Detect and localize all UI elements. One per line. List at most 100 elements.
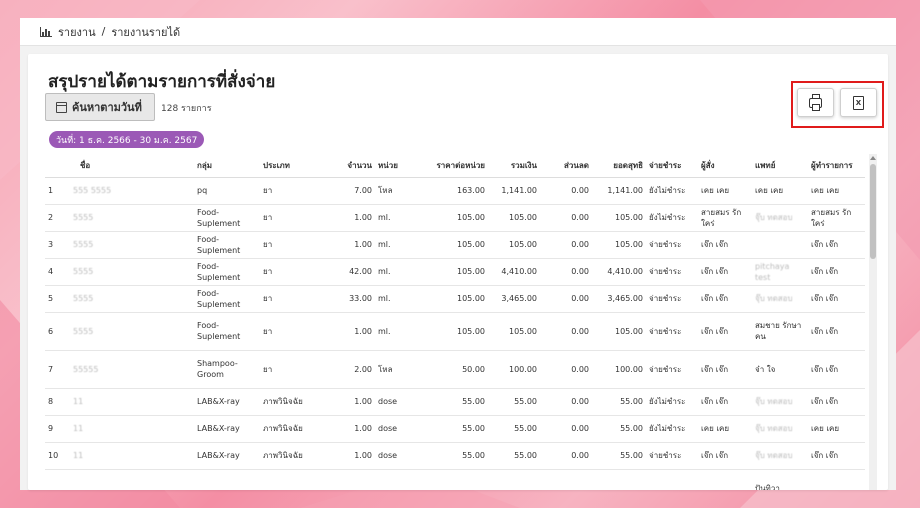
table-scrollbar[interactable] [869, 154, 877, 490]
table-row[interactable]: 4 5555 Food-Suplement ยา 42.00 ml. 105.00 4,410… [45, 258, 865, 286]
scrollbar-thumb[interactable] [870, 164, 876, 259]
cell-qty: 1.00 [330, 204, 375, 232]
cell-no: 3 [45, 231, 61, 259]
header-col-qty[interactable]: จำนวน [330, 154, 375, 178]
cell-total: 55.00 [488, 415, 540, 443]
table-row[interactable]: 7 55555 Shampoo-Groom ยา 2.00 โหล 50.00 100.00 0… [45, 350, 865, 389]
table-row[interactable]: 3 5555 Food-Suplement ยา 1.00 ml. 105.00 105.00… [45, 231, 865, 259]
cell-net: 55.00 [592, 415, 646, 443]
cell-discount: 0.00 [540, 258, 592, 286]
header-col-total[interactable]: รวมเงิน [488, 154, 540, 178]
header-col-group[interactable]: กลุ่ม [194, 154, 260, 178]
breadcrumb: รายงาน / รายงานรายได้ [20, 18, 896, 46]
scroll-up-icon[interactable] [870, 156, 876, 160]
export-excel-button[interactable]: X [840, 88, 877, 117]
header-col-staff[interactable]: ผู้ทำรายการ [808, 154, 865, 178]
cell-staff [808, 469, 865, 490]
print-button[interactable] [797, 88, 834, 117]
cell-type: ภาพวินิจฉัย [260, 415, 330, 443]
table-row[interactable]: 9 11 LAB&X-ray ภาพวินิจฉัย 1.00 dose 55.00 55.0… [45, 415, 865, 443]
cell-net: 105.00 [592, 231, 646, 259]
cell-name [61, 469, 194, 490]
header-col-type[interactable]: ประเภท [260, 154, 330, 178]
cell-name: 11 [61, 388, 194, 416]
cell-unit: ml. [375, 231, 423, 259]
cell-no: 5 [45, 285, 61, 313]
cell-orderer: เจ๊ก เจ๊ก [698, 388, 752, 416]
cell-no [45, 469, 61, 490]
cell-orderer: เคย เคย [698, 415, 752, 443]
breadcrumb-separator: / [101, 25, 106, 38]
cell-staff: เจ๊ก เจ๊ก [808, 388, 865, 416]
cell-payment: ยังไม่ชำระ [646, 388, 698, 416]
cell-unit: โหล [375, 350, 423, 389]
table-row[interactable]: 2 5555 Food-Suplement ยา 1.00 ml. 105.00 105.00… [45, 204, 865, 232]
table-row[interactable]: 8 11 LAB&X-ray ภาพวินิจฉัย 1.00 dose 55.00 55.0… [45, 388, 865, 416]
cell-type: ยา [260, 177, 330, 205]
header-col-payment[interactable]: จ่ายชำระ [646, 154, 698, 178]
export-actions-highlight: X [791, 81, 884, 128]
cell-net [592, 469, 646, 490]
cell-unit: ml. [375, 312, 423, 351]
cell-type: ยา [260, 204, 330, 232]
cell-name: 11 [61, 415, 194, 443]
header-col-net[interactable]: ยอดสุทธิ [592, 154, 646, 178]
header-col-orderer[interactable]: ผู้สั่ง [698, 154, 752, 178]
cell-orderer: สายสมร รักใคร่ [698, 204, 752, 232]
cell-qty [330, 469, 375, 490]
cell-price: 105.00 [423, 231, 488, 259]
cell-payment: ยังไม่ชำระ [646, 415, 698, 443]
cell-orderer: เจ๊ก เจ๊ก [698, 312, 752, 351]
table-row[interactable]: 10 11 LAB&X-ray ภาพวินิจฉัย 1.00 dose 55.00 55.… [45, 442, 865, 470]
header-col-discount[interactable]: ส่วนลด [540, 154, 592, 178]
cell-no: 4 [45, 258, 61, 286]
excel-icon: X [853, 95, 864, 110]
cell-no: 9 [45, 415, 61, 443]
cell-no: 10 [45, 442, 61, 470]
cell-qty: 1.00 [330, 231, 375, 259]
printer-icon [809, 93, 822, 111]
cell-name: 5555 [61, 231, 194, 259]
cell-orderer [698, 469, 752, 490]
cell-no: 7 [45, 350, 61, 389]
cell-payment: ยังไม่ชำระ [646, 177, 698, 205]
cell-doctor [752, 231, 808, 259]
header-col-no[interactable] [45, 154, 61, 178]
header-col-name[interactable]: ชื่อ [61, 154, 194, 178]
cell-staff: เคย เคย [808, 415, 865, 443]
cell-qty: 1.00 [330, 442, 375, 470]
cell-unit: ml. [375, 258, 423, 286]
search-by-date-button[interactable]: ค้นหาตามวันที่ [45, 93, 155, 121]
cell-net: 1,141.00 [592, 177, 646, 205]
cell-total: 100.00 [488, 350, 540, 389]
header-col-doctor[interactable]: แพทย์ [752, 154, 808, 178]
breadcrumb-current: รายงานรายได้ [111, 25, 181, 39]
report-table-container[interactable]: ชื่อ กลุ่ม ประเภท จำนวน หน่วย ราคาต่อหน่วย รวม… [45, 154, 877, 490]
cell-doctor: จุ๊บ ทดสอบ [752, 388, 808, 416]
cell-staff: เจ๊ก เจ๊ก [808, 350, 865, 389]
cell-orderer: เจ๊ก เจ๊ก [698, 231, 752, 259]
table-row[interactable]: ปันทิวา [45, 469, 865, 490]
breadcrumb-root[interactable]: รายงาน [58, 25, 96, 39]
header-col-price[interactable]: ราคาต่อหน่วย [423, 154, 488, 178]
cell-group: Food-Suplement [194, 258, 260, 286]
search-by-date-label: ค้นหาตามวันที่ [72, 101, 142, 114]
cell-net: 105.00 [592, 312, 646, 351]
cell-total [488, 469, 540, 490]
cell-payment: จ่ายชำระ [646, 312, 698, 351]
cell-staff: เจ๊ก เจ๊ก [808, 258, 865, 286]
cell-name: 5555 [61, 285, 194, 313]
cell-doctor: ปันทิวา [752, 469, 808, 490]
table-row[interactable]: 1 555 5555 pq ยา 7.00 โหล 163.00 1,141.00 0.00 1,… [45, 177, 865, 205]
cell-payment [646, 469, 698, 490]
table-row[interactable]: 5 5555 Food-Suplement ยา 33.00 ml. 105.00 3,465… [45, 285, 865, 313]
cell-payment: จ่ายชำระ [646, 258, 698, 286]
header-col-unit[interactable]: หน่วย [375, 154, 423, 178]
cell-unit: dose [375, 415, 423, 443]
page-title: สรุปรายได้ตามรายการที่สั่งจ่าย [48, 72, 276, 92]
cell-type: ภาพวินิจฉัย [260, 388, 330, 416]
cell-discount: 0.00 [540, 350, 592, 389]
calendar-icon [56, 101, 67, 113]
table-row[interactable]: 6 5555 Food-Suplement ยา 1.00 ml. 105.00 105.00… [45, 312, 865, 351]
cell-name: 11 [61, 442, 194, 470]
